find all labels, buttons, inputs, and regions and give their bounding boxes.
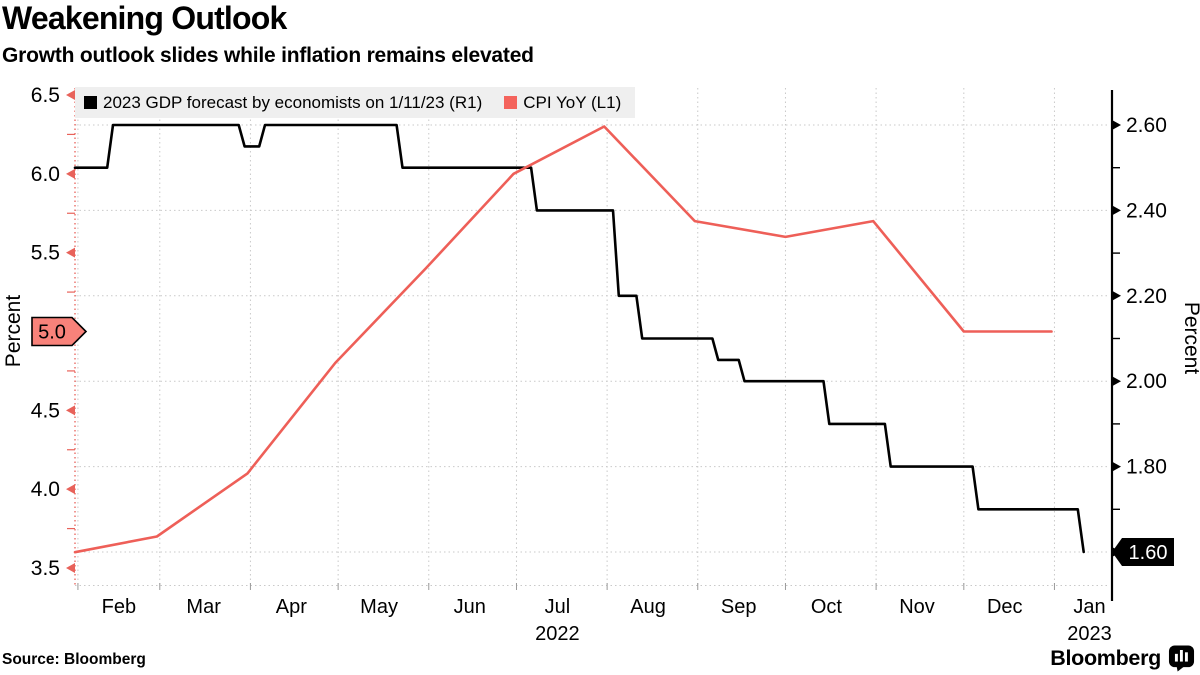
year-label: 2023 [1067,623,1112,645]
chart-legend: 2023 GDP forecast by economists on 1/11/… [75,87,636,118]
right-axis-tick-arrow-icon [1112,290,1121,301]
left-axis-tick-label: 4.0 [31,478,60,501]
month-label: Sep [721,596,757,618]
right-axis-title: Percent [1180,302,1200,375]
left-axis-tick-arrow-icon [66,563,75,573]
right-axis-tick-label: 2.20 [1126,285,1167,308]
legend-item-gdp: 2023 GDP forecast by economists on 1/11/… [84,93,482,113]
cpi-latest-value-badge-label: 5.0 [38,322,66,344]
gdp-latest-value-badge [1112,538,1174,566]
cpi-latest-value-badge [31,316,88,347]
month-label: Apr [276,596,307,618]
legend-item-gdp-label: 2023 GDP forecast by economists on 1/11/… [103,92,483,112]
chart-title: Weakening Outlook [2,0,287,36]
bloomberg-brand: Bloomberg [1050,644,1195,672]
right-axis-tick-arrow-icon [1112,376,1121,387]
chart-subtitle: Growth outlook slides while inflation re… [2,44,534,67]
left-axis-title: Percent [2,295,25,368]
bloomberg-wordmark: Bloomberg [1050,645,1161,670]
gdp-series-swatch-icon [84,96,97,109]
left-axis-tick-label: 4.5 [31,399,60,422]
month-label: Jun [454,596,486,618]
source-attribution: Source: Bloomberg [2,651,146,668]
month-label: Mar [186,596,221,618]
month-label: Oct [811,596,843,618]
cpi-series-swatch-icon [504,96,518,109]
left-axis-tick-arrow-icon [66,484,75,495]
right-axis-tick-label: 1.80 [1126,456,1167,479]
right-axis-tick-label: 2.60 [1126,114,1167,137]
left-axis-tick-arrow-icon [66,90,75,100]
gdp-latest-value-badge-label: 1.60 [1129,542,1168,564]
month-label: Feb [102,596,136,618]
legend-item-cpi-label: CPI YoY (L1) [523,92,622,112]
year-label: 2022 [535,623,580,645]
left-axis-tick-arrow-icon [66,168,75,179]
right-axis-tick-arrow-icon [1112,461,1121,472]
right-axis-tick-arrow-icon [1112,120,1121,130]
right-axis-tick-label: 2.00 [1126,370,1167,393]
month-label: Aug [630,596,666,618]
month-label: Dec [987,596,1023,618]
bloomberg-logo-icon [1168,645,1195,672]
month-label: Nov [899,596,935,618]
left-axis-tick-arrow-icon [66,405,75,416]
cpi-line [73,125,1053,554]
right-axis-tick-label: 2.40 [1126,199,1167,222]
left-axis-tick-label: 5.5 [31,242,60,265]
left-axis-tick-label: 3.5 [31,557,60,580]
gdp-forecast-line [73,123,1085,554]
month-label: Jul [545,596,571,618]
left-axis-tick-arrow-icon [66,247,75,258]
legend-item-cpi: CPI YoY (L1) [504,93,621,113]
left-axis-tick-label: 6.0 [31,163,60,186]
month-label: Jan [1073,596,1105,618]
right-axis-tick-arrow-icon [1112,205,1121,216]
month-label: May [360,596,398,618]
left-axis-tick-label: 6.5 [31,84,60,107]
